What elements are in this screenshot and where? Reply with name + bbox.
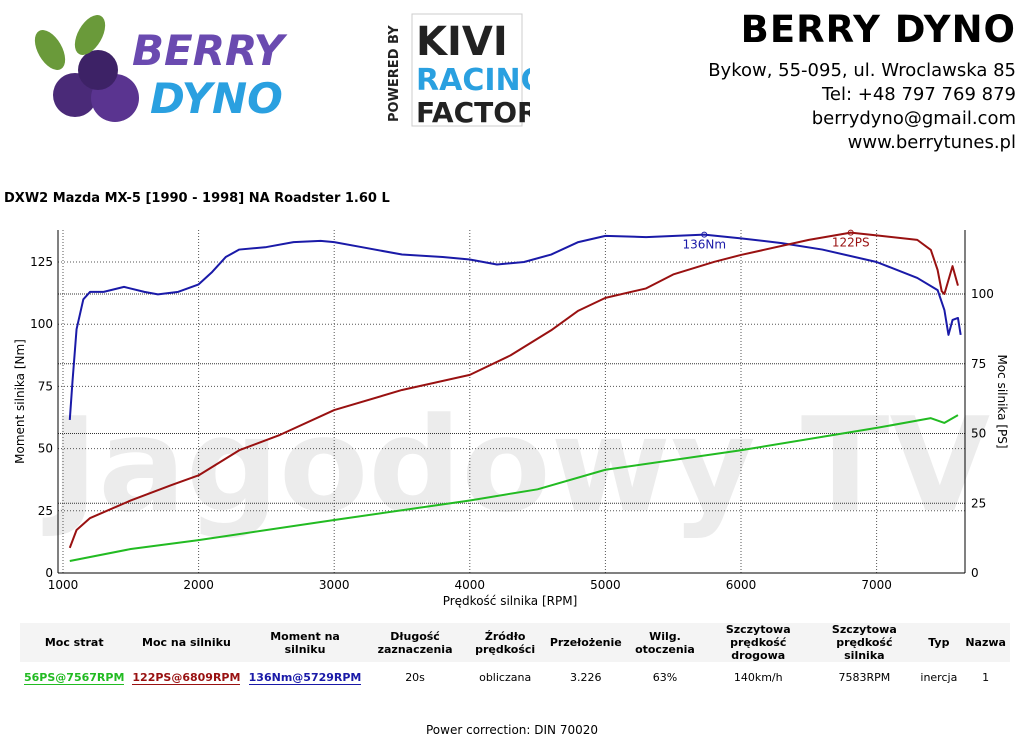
company-email[interactable]: berrydyno@gmail.com (811, 108, 1016, 129)
svg-text:FACTORY: FACTORY (416, 96, 530, 129)
company-name: BERRY DYNO (740, 8, 1016, 51)
x-tick-label: 5000 (590, 578, 621, 592)
column-header: Typ (916, 623, 962, 662)
x-tick-label: 7000 (861, 578, 892, 592)
x-axis-label: Prędkość silnika [RPM] (443, 594, 578, 608)
cell-value: 20s (405, 670, 425, 684)
x-tick-label: 1000 (48, 578, 79, 592)
column-header: Długość zaznaczenia (365, 623, 465, 662)
column-header: Moment na silniku (244, 623, 366, 662)
power-correction: Power correction: DIN 70020 (426, 723, 598, 737)
column-header: Przełożenie (545, 623, 626, 662)
y-tick-label: 0 (45, 566, 53, 580)
series-line-2 (69, 414, 959, 562)
series-line-1 (68, 231, 959, 549)
svg-text:KIVI: KIVI (416, 19, 508, 65)
cell-value: 1 (982, 670, 990, 684)
y-axis-label: Moment silnika [Nm] (13, 339, 27, 464)
watermark: Jagodowy TV (42, 389, 990, 541)
table-cell: 20s (366, 662, 465, 692)
peak-label: 122PS (832, 236, 870, 250)
cell-value: 140km/h (733, 670, 783, 684)
company-info: BERRY DYNO Bykow, 55-095, ul. Wroclawska… (708, 8, 1016, 155)
table-cell: 56PS@7567RPM (20, 662, 128, 692)
cell-value: 56PS@7567RPM (24, 670, 125, 685)
column-header: Moc strat (20, 623, 129, 662)
column-header: Wilg. otoczenia (625, 623, 705, 662)
y-tick-label: 100 (30, 317, 53, 331)
table-cell: 7583RPM (812, 662, 916, 692)
x-tick-label: 6000 (726, 578, 757, 592)
y2-tick-label: 100 (971, 287, 994, 301)
cell-value: inercja (920, 670, 958, 684)
cell-value: 3.226 (570, 670, 602, 684)
vehicle-title: DXW2 Mazda MX-5 [1990 - 1998] NA Roadste… (4, 191, 390, 206)
y2-tick-label: 0 (971, 566, 979, 580)
series-line-0 (68, 233, 962, 421)
column-header: Nazwa (961, 623, 1010, 662)
y2-tick-label: 50 (971, 427, 986, 441)
svg-text:POWERED BY: POWERED BY (387, 25, 402, 122)
cell-value: 7583RPM (838, 670, 891, 684)
y-tick-label: 25 (38, 504, 53, 518)
x-tick-label: 3000 (319, 578, 350, 592)
table-cell: 1 (961, 662, 1010, 692)
table-cell: obliczana (465, 662, 546, 692)
berry-dyno-logo: BERRY DYNO POWERED BY KIVI RACING FACTOR… (20, 10, 558, 134)
column-header: Szczytowa prędkość silnika (812, 623, 917, 662)
company-address: Bykow, 55-095, ul. Wroclawska 85 (708, 60, 1016, 81)
table-cell: 140km/h (704, 662, 812, 692)
y-tick-label: 75 (38, 379, 53, 393)
peak-marker (701, 231, 708, 238)
column-header: Moc na silniku (128, 623, 245, 662)
y2-tick-label: 25 (971, 496, 986, 510)
company-website[interactable]: www.berrytunes.pl (847, 132, 1016, 153)
peak-label: 136Nm (682, 238, 726, 252)
table-cell: 63% (626, 662, 704, 692)
y-tick-label: 125 (30, 255, 53, 269)
svg-text:BERRY: BERRY (132, 26, 288, 75)
peak-marker (847, 229, 854, 236)
table-cell: inercja (916, 662, 961, 692)
cell-value: obliczana (479, 670, 532, 684)
table-cell: 122PS@6809RPM (128, 662, 244, 692)
table-cell: 136Nm@5729RPM (244, 662, 365, 692)
svg-text:DYNO: DYNO (150, 74, 283, 123)
results-table: Moc strat Moc na silniku Moment na silniku… (20, 623, 1010, 692)
y2-axis-label: Moc silnika [PS] (995, 354, 1009, 448)
cell-value: 136Nm@5729RPM (248, 670, 362, 685)
y2-tick-label: 75 (971, 357, 986, 371)
cell-value: 63% (652, 670, 678, 684)
column-header: Szczytowa prędkość drogowa (704, 623, 813, 662)
company-phone: Tel: +48 797 769 879 (821, 84, 1016, 105)
dyno-chart: Jagodowy TV 1000 2000 3000 4000 5000 6000 7000… (13, 229, 1009, 608)
x-tick-label: 2000 (183, 578, 214, 592)
y-tick-label: 50 (38, 442, 53, 456)
x-tick-label: 4000 (455, 578, 486, 592)
column-header: Źródło prędkości (464, 623, 546, 662)
table-cell: 3.226 (546, 662, 626, 692)
svg-text:RACING: RACING (416, 63, 530, 98)
cell-value: 122PS@6809RPM (132, 670, 241, 685)
